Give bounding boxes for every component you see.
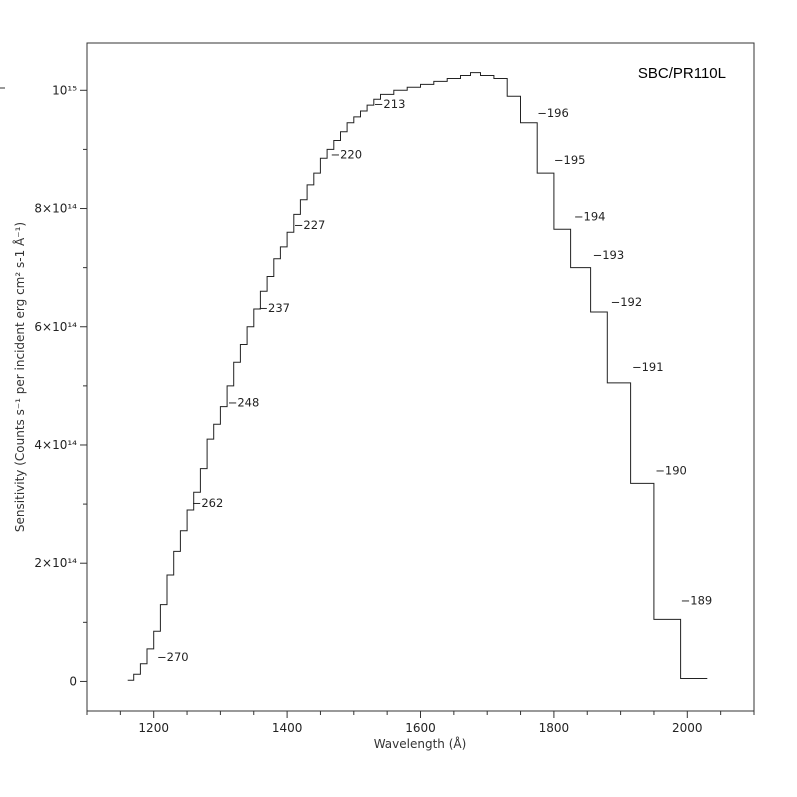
x-tick-label: 2000 bbox=[672, 721, 703, 735]
x-tick-label: 1400 bbox=[272, 721, 303, 735]
sensitivity-curve bbox=[127, 72, 708, 681]
x-axis-label: Wavelength (Å) bbox=[374, 736, 467, 751]
annotation-label: −262 bbox=[192, 496, 224, 510]
annotation-label: −196 bbox=[537, 106, 569, 120]
tick-labels: 1200 1400 1600 1800 2000 0 2×10¹⁴ 4×10¹⁴ 6×10¹⁴ 8… bbox=[34, 83, 702, 735]
annotation-label: −193 bbox=[593, 248, 625, 262]
y-tick-label: 0 bbox=[69, 674, 77, 688]
annotation-label: −192 bbox=[611, 295, 643, 309]
annotation-label: −270 bbox=[157, 650, 189, 664]
y-tick-label: 6×10¹⁴ bbox=[34, 320, 77, 334]
chart-title: SBC/PR110L bbox=[638, 65, 726, 82]
annotation-labels: −270 −262 −248 −237 −227 −220 −213 −196 −195 −194… bbox=[157, 97, 712, 664]
x-tick-label: 1800 bbox=[539, 721, 570, 735]
y-tick-label: 2×10¹⁴ bbox=[34, 556, 77, 570]
y-axis-label: Sensitivity (Counts s⁻¹ per incident erg… bbox=[12, 222, 27, 532]
annotation-label: −220 bbox=[330, 147, 362, 161]
annotation-label: −191 bbox=[632, 360, 664, 374]
axis-ticks bbox=[80, 89, 755, 718]
y-tick-label: 4×10¹⁴ bbox=[34, 438, 77, 452]
y-tick-label: 8×10¹⁴ bbox=[34, 202, 77, 216]
x-tick-label: 1600 bbox=[405, 721, 436, 735]
annotation-label: −190 bbox=[655, 464, 687, 478]
x-tick-label: 1200 bbox=[138, 721, 169, 735]
annotation-label: −194 bbox=[574, 209, 606, 223]
annotation-label: −237 bbox=[258, 301, 290, 315]
annotation-label: −195 bbox=[554, 153, 586, 167]
annotation-label: −227 bbox=[294, 218, 326, 232]
annotation-label: −213 bbox=[374, 97, 406, 111]
y-tick-label: 10¹⁵ bbox=[52, 83, 77, 97]
annotation-label: −189 bbox=[681, 594, 713, 608]
annotation-label: −248 bbox=[228, 396, 260, 410]
